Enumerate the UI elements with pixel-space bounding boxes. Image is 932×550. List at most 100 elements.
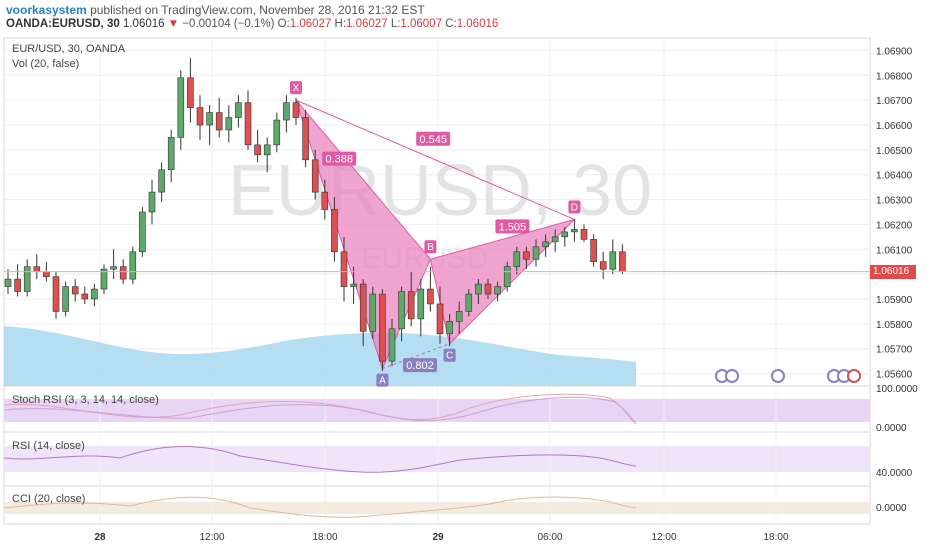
rsi-band	[4, 446, 870, 472]
point-label[interactable]: A	[379, 376, 386, 387]
point-label-bg[interactable]	[568, 200, 581, 214]
indicator-tick-label: 100.0000	[876, 384, 918, 395]
candle-body	[148, 191, 156, 213]
candle-body	[532, 246, 540, 260]
stoch-d-line	[3, 396, 637, 423]
point-label-bg[interactable]	[443, 348, 456, 362]
candle-body	[215, 112, 223, 131]
point-label[interactable]: B	[427, 242, 434, 253]
price-tick-label: 1.05900	[876, 295, 913, 306]
publish-line: voorkasystem published on TradingView.co…	[6, 3, 425, 17]
ratio-label[interactable]: 1.505	[499, 221, 527, 233]
point-label-bg[interactable]	[424, 240, 437, 254]
event-icon-us[interactable]	[847, 369, 861, 383]
candle-body	[129, 251, 137, 280]
time-tick-label: 12:00	[199, 532, 224, 543]
candle-body	[187, 77, 194, 108]
candle-body	[23, 266, 31, 292]
candle-body	[263, 144, 271, 156]
stoch-band	[4, 399, 870, 422]
candle-body	[580, 229, 588, 240]
candle-body	[542, 241, 549, 248]
point-label[interactable]: D	[571, 202, 578, 213]
candle-body	[398, 291, 405, 330]
candles	[4, 57, 626, 372]
candle-body	[235, 102, 242, 118]
cci-band	[4, 502, 870, 514]
ratio-label-bg[interactable]	[403, 358, 437, 373]
author-link[interactable]: voorkasystem	[6, 3, 87, 17]
time-tick-label: 12:00	[651, 532, 676, 543]
candle-body	[484, 283, 492, 295]
indicator-tick-label: 40.0000	[876, 468, 913, 479]
candle-body	[494, 286, 501, 295]
close-label: C:	[445, 18, 457, 30]
ratio-label[interactable]: 0.545	[419, 134, 447, 146]
candle-body	[292, 102, 300, 118]
candle-body	[465, 293, 473, 312]
candle-body	[139, 211, 146, 253]
rsi-line	[3, 446, 637, 473]
price-tick-label: 1.06700	[876, 96, 913, 107]
harmonic-xd-line[interactable]	[295, 99, 575, 220]
candle-body	[4, 278, 12, 287]
point-label[interactable]: C	[446, 351, 453, 362]
high-label: H:	[334, 18, 347, 30]
candle-body	[436, 303, 444, 335]
stoch-rsi-label: Stoch RSI (3, 3, 14, 14, close)	[12, 394, 159, 406]
candle-body	[551, 236, 559, 243]
candle-body	[321, 191, 329, 210]
candle-body	[359, 283, 367, 332]
candle-body	[369, 293, 377, 332]
candle-body	[561, 231, 569, 238]
candle-body	[225, 117, 233, 131]
point-label[interactable]: X	[293, 83, 300, 94]
candle-body	[475, 283, 482, 295]
harmonic-labels[interactable]: X A B C D 0.388 0.802 1.505 0.545	[290, 81, 581, 387]
candle-body	[244, 102, 252, 146]
rsi-label: RSI (14, close)	[12, 440, 85, 452]
candle-body	[513, 251, 521, 267]
ratio-label-bg[interactable]	[495, 219, 530, 234]
candle-body	[446, 321, 453, 335]
event-icon[interactable]	[725, 369, 739, 383]
ratio-label[interactable]: 0.388	[325, 154, 353, 166]
price-tick-label: 1.06200	[876, 220, 913, 231]
price-tick-label: 1.05600	[876, 370, 913, 381]
candle-body	[503, 266, 511, 287]
event-icon[interactable]	[771, 369, 785, 383]
open-value: 1.06027	[289, 18, 332, 30]
candle-body	[273, 119, 281, 146]
candle-body	[427, 288, 434, 305]
volume-ma-area	[4, 326, 636, 386]
ratio-label-bg[interactable]	[416, 131, 451, 146]
candle-body	[110, 266, 117, 270]
candle-body	[340, 251, 348, 287]
candle-body	[350, 283, 357, 287]
point-label-bg[interactable]	[376, 373, 389, 387]
main-pane-title: EUR/USD, 30, OANDA	[12, 43, 126, 55]
point-label-bg[interactable]	[290, 81, 302, 95]
ratio-label-bg[interactable]	[322, 151, 357, 166]
candle-body	[177, 77, 185, 138]
time-axis[interactable]: 28 12:00 18:00 29 06:00 12:00 18:00	[94, 532, 789, 543]
harmonic-triangle-xab[interactable]	[295, 99, 431, 371]
candle-body	[407, 291, 415, 320]
cci-line	[3, 496, 637, 518]
current-price-badge: 1.06016	[870, 264, 916, 279]
candle-body	[523, 251, 530, 260]
event-icons[interactable]	[715, 369, 861, 383]
price-axis[interactable]: 1.06900 1.06800 1.06700 1.06600 1.06500 1.064…	[876, 46, 918, 514]
ohlc-line: OANDA:EURUSD, 30 1.06016 ▼ −0.00104 (−0.…	[6, 18, 498, 30]
close-value: 1.06016	[456, 18, 499, 30]
candle-body	[331, 209, 338, 253]
candle-body	[571, 229, 578, 233]
candle-body	[14, 278, 21, 292]
open-label: O:	[277, 18, 290, 30]
candle-body	[100, 268, 108, 290]
price-tick-label: 1.06900	[876, 46, 913, 57]
ratio-label[interactable]: 0.802	[406, 360, 434, 372]
price-tick-label: 1.06400	[876, 171, 913, 182]
volume-label: Vol (20, false)	[12, 58, 80, 70]
